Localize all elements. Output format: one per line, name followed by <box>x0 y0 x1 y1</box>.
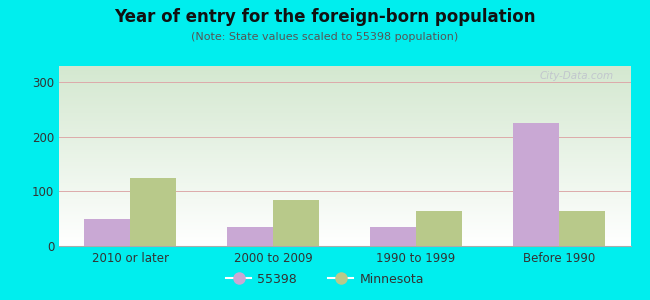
Bar <box>559 211 604 246</box>
Bar <box>416 211 462 246</box>
Bar <box>370 227 416 246</box>
Bar <box>273 200 318 246</box>
Text: Year of entry for the foreign-born population: Year of entry for the foreign-born popul… <box>114 8 536 26</box>
Text: City-Data.com: City-Data.com <box>540 71 614 81</box>
Bar <box>84 219 130 246</box>
Legend: 55398, Minnesota: 55398, Minnesota <box>221 268 429 291</box>
Bar <box>130 178 176 246</box>
Text: (Note: State values scaled to 55398 population): (Note: State values scaled to 55398 popu… <box>191 32 459 41</box>
Bar <box>227 227 273 246</box>
Bar <box>514 123 559 246</box>
